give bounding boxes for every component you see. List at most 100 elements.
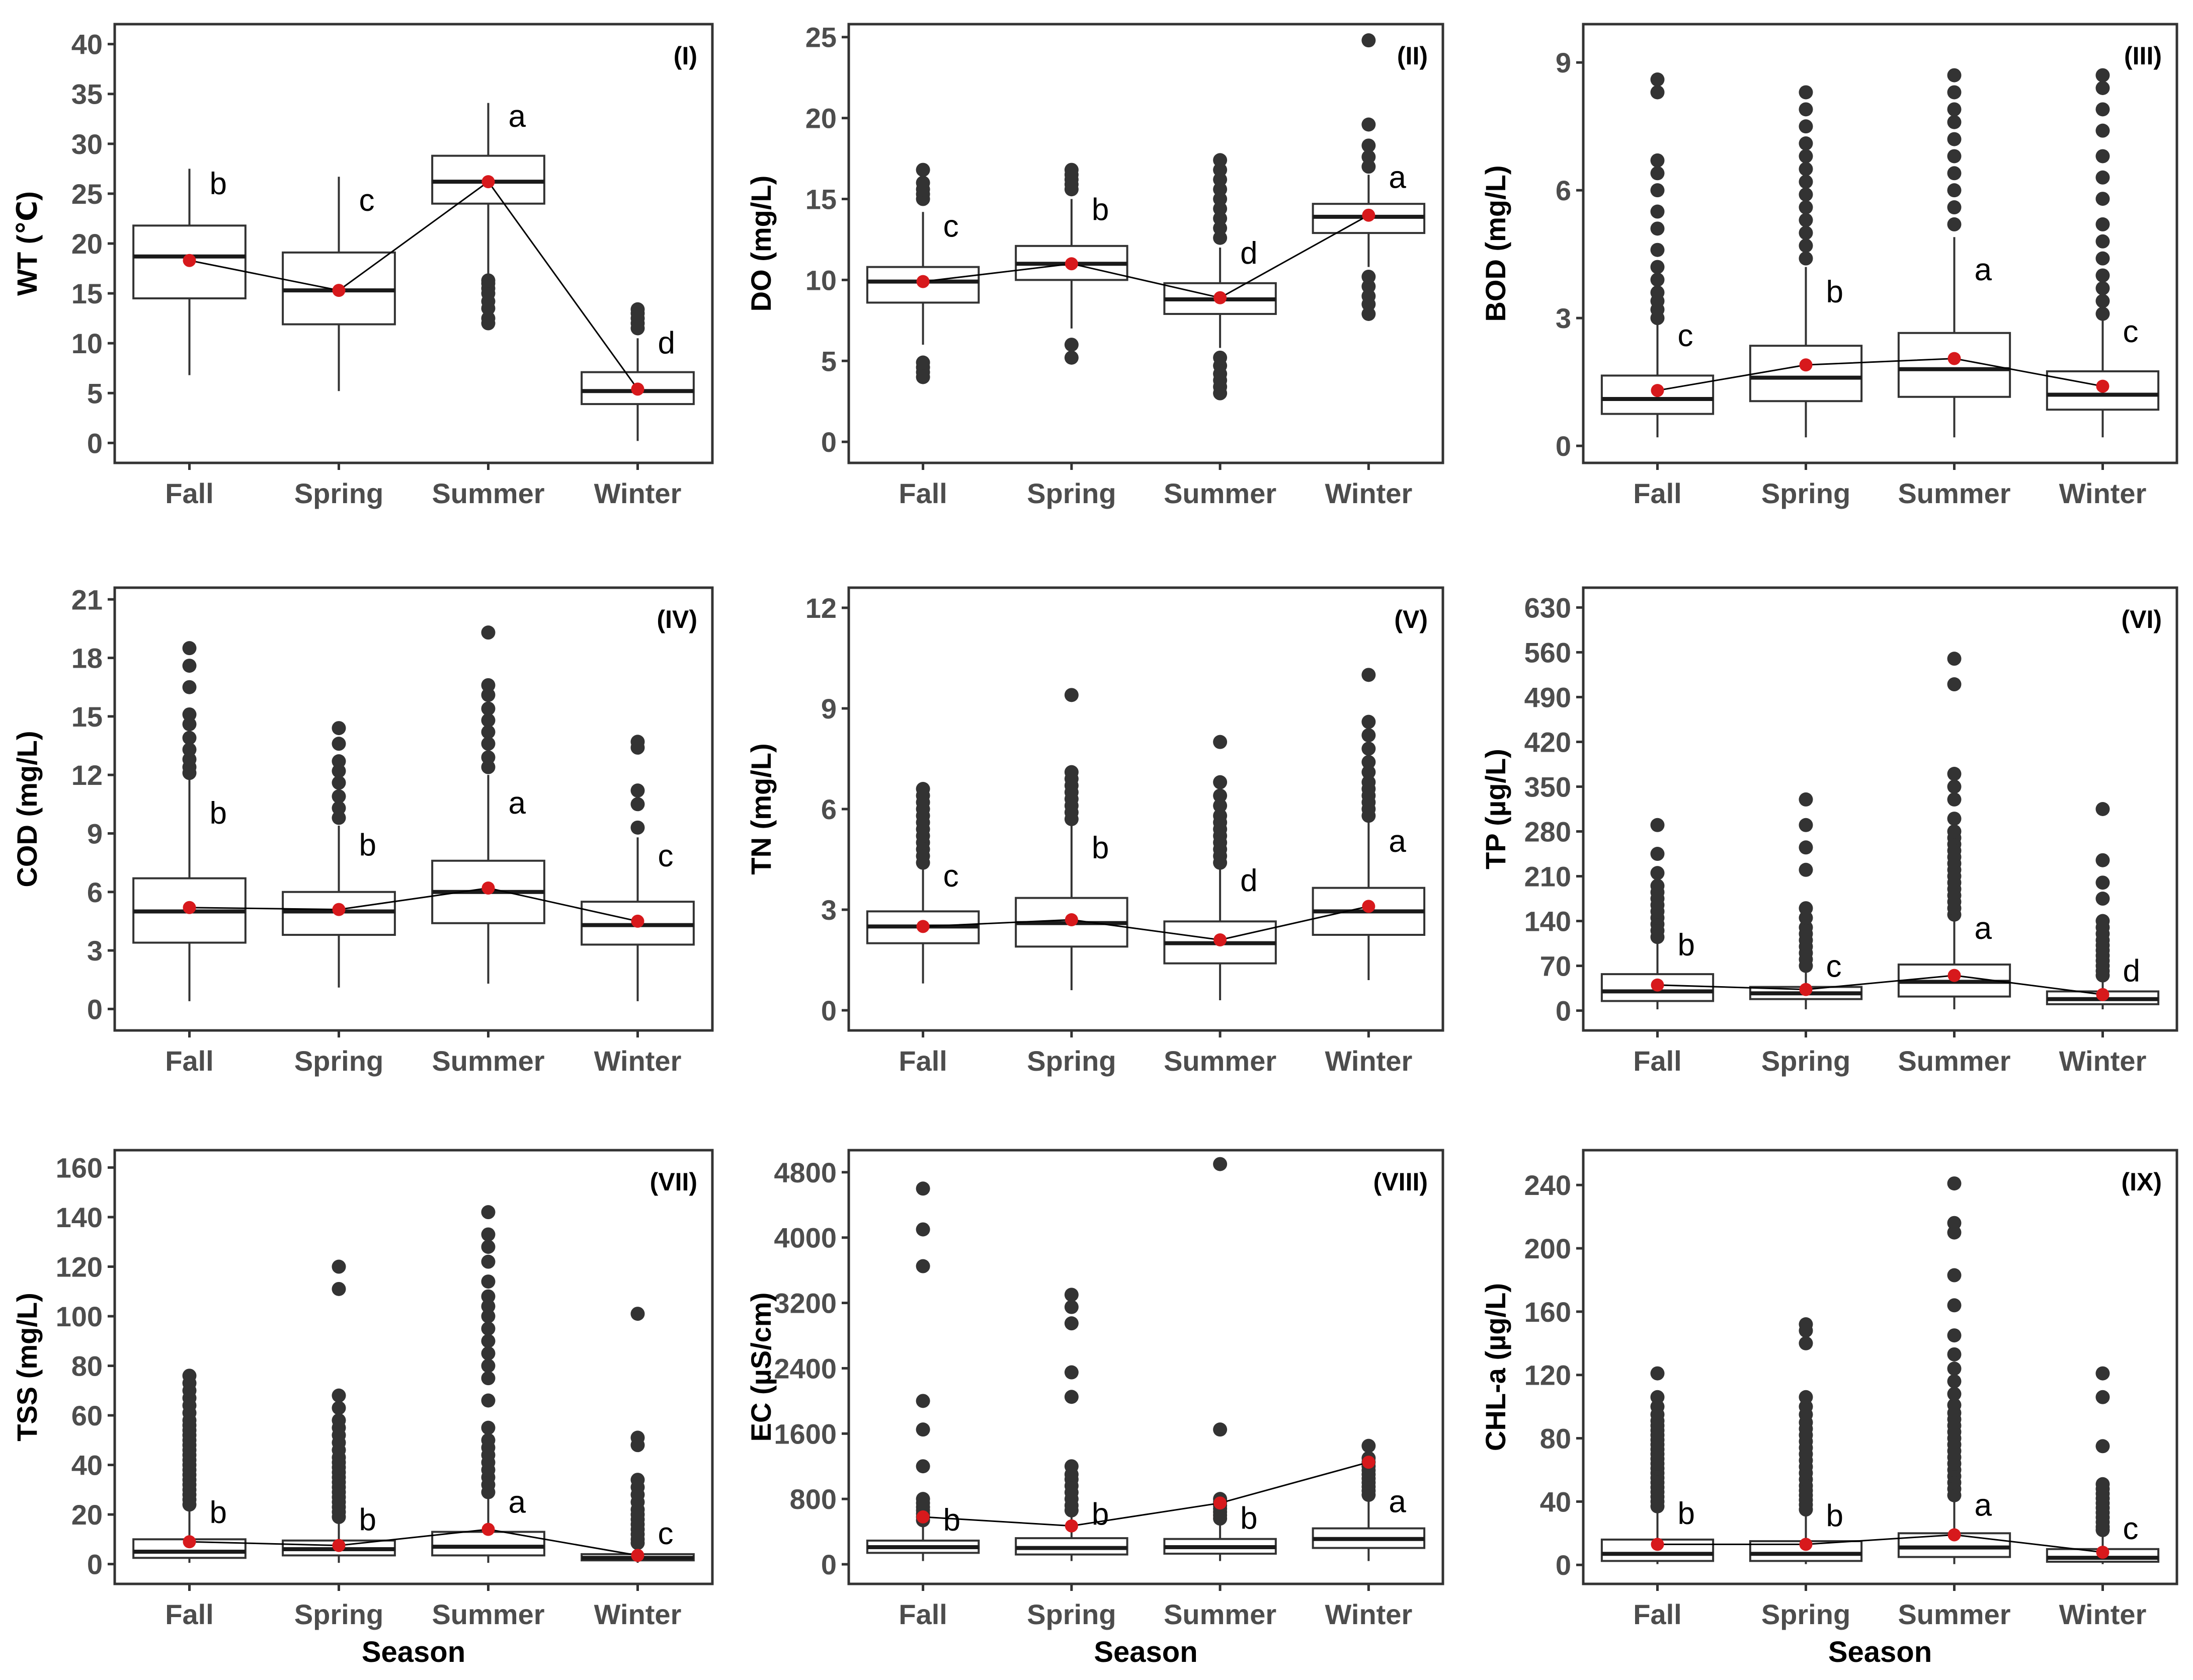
- y-tick-label: 3: [821, 894, 837, 926]
- outlier-point: [1947, 1362, 1962, 1376]
- outlier-point: [1947, 1387, 1962, 1401]
- outlier-point: [1361, 728, 1376, 743]
- significance-letter: d: [658, 326, 675, 361]
- mean-trend-line: [923, 905, 1369, 941]
- outlier-point: [1947, 1374, 1962, 1389]
- mean-point: [332, 903, 346, 916]
- outlier-point: [1650, 72, 1665, 87]
- outlier-point: [481, 273, 496, 288]
- outlier-point: [1650, 183, 1665, 198]
- mean-point: [332, 1539, 346, 1552]
- outlier-point: [1213, 788, 1228, 803]
- significance-letter: b: [210, 796, 227, 831]
- y-tick-label: 120: [1524, 1359, 1571, 1391]
- outlier-point: [1650, 243, 1665, 257]
- mean-trend-line: [189, 1529, 638, 1556]
- x-tick-label: Winter: [1325, 477, 1413, 509]
- significance-letter: a: [1975, 1488, 1992, 1523]
- outlier-point: [2095, 102, 2110, 117]
- outlier-point: [1947, 166, 1962, 181]
- outlier-point: [1213, 230, 1228, 245]
- y-tick-label: 0: [1556, 1549, 1571, 1581]
- outlier-point: [916, 1394, 930, 1408]
- box-fall: c: [1600, 72, 1715, 438]
- outlier-point: [481, 1254, 496, 1269]
- outlier-point: [1947, 1268, 1962, 1283]
- x-tick-label: Winter: [594, 1598, 682, 1630]
- outlier-point: [1947, 652, 1962, 666]
- box-winter: d: [581, 302, 695, 441]
- y-tick-label: 10: [71, 328, 103, 359]
- outlier-point: [1650, 847, 1665, 861]
- box-summer: a: [1897, 1176, 2011, 1564]
- y-tick-label: 70: [1540, 950, 1571, 982]
- mean-trend-line: [923, 214, 1369, 299]
- outlier-point: [481, 1321, 496, 1336]
- box-spring: b: [1749, 85, 1863, 438]
- y-axis-label: DO (mg/L): [745, 176, 777, 312]
- mean-trend-line: [189, 887, 638, 922]
- outlier-point: [1947, 824, 1962, 839]
- outlier-point: [1213, 1157, 1228, 1171]
- mean-point: [916, 275, 930, 288]
- outlier-point: [332, 754, 346, 769]
- outlier-point: [916, 1459, 930, 1474]
- outlier-point: [481, 625, 496, 640]
- outlier-point: [1650, 153, 1665, 168]
- outlier-point: [1650, 85, 1665, 100]
- y-tick-label: 10: [805, 264, 837, 296]
- outlier-point: [1799, 901, 1813, 916]
- outlier-point: [1064, 1365, 1079, 1380]
- box-fall: c: [866, 163, 980, 384]
- outlier-point: [1799, 238, 1813, 253]
- outlier-point: [481, 1346, 496, 1361]
- mean-point: [631, 1549, 644, 1562]
- panel-border: [1582, 1149, 2178, 1585]
- outlier-point: [182, 731, 197, 745]
- y-tick-label: 3: [1556, 302, 1571, 334]
- panel-8: 0 800 1600 2400 3200 4000 4800 EC (µS/cm) (VIII)…: [745, 1149, 1444, 1668]
- outlier-point: [332, 1282, 346, 1296]
- outlier-point: [481, 1358, 496, 1373]
- box-summer: d: [1163, 153, 1277, 401]
- outlier-point: [1947, 217, 1962, 231]
- outlier-point: [481, 1433, 496, 1448]
- outlier-point: [630, 797, 645, 812]
- outlier-point: [332, 775, 346, 790]
- outlier-point: [481, 311, 496, 326]
- outlier-point: [1650, 221, 1665, 236]
- box-spring: b: [1015, 688, 1128, 990]
- panel-tag: (V): [1394, 605, 1428, 633]
- y-tick-label: 140: [1524, 906, 1571, 937]
- mean-trend-line: [923, 1461, 1369, 1527]
- outlier-point: [916, 176, 930, 190]
- outlier-point: [1361, 1438, 1376, 1453]
- y-tick-label: 20: [805, 103, 837, 134]
- outlier-point: [1213, 172, 1228, 187]
- box-summer: a: [1897, 68, 2011, 438]
- significance-letter: b: [359, 1502, 376, 1537]
- box-spring: b: [1749, 1317, 1863, 1564]
- outlier-point: [1361, 765, 1376, 779]
- significance-letter: a: [509, 99, 526, 134]
- outlier-point: [481, 1371, 496, 1386]
- mean-point: [1947, 1528, 1961, 1542]
- outlier-point: [1947, 102, 1962, 117]
- box-spring: b: [282, 721, 396, 988]
- outlier-point: [2095, 1439, 2110, 1454]
- outlier-point: [481, 737, 496, 751]
- outlier-point: [182, 707, 197, 722]
- box-summer: a: [431, 1205, 545, 1563]
- x-tick-label: Spring: [1027, 1598, 1116, 1630]
- outlier-point: [1213, 1422, 1228, 1437]
- outlier-point: [1947, 812, 1962, 826]
- panel-tag: (VIII): [1373, 1168, 1428, 1196]
- panel-tag: (IV): [657, 605, 697, 633]
- outlier-point: [1650, 260, 1665, 274]
- y-tick-label: 12: [71, 759, 103, 791]
- outlier-point: [1064, 338, 1079, 352]
- outlier-point: [481, 1227, 496, 1242]
- mean-point: [1947, 969, 1961, 982]
- box-winter: c: [581, 735, 695, 1001]
